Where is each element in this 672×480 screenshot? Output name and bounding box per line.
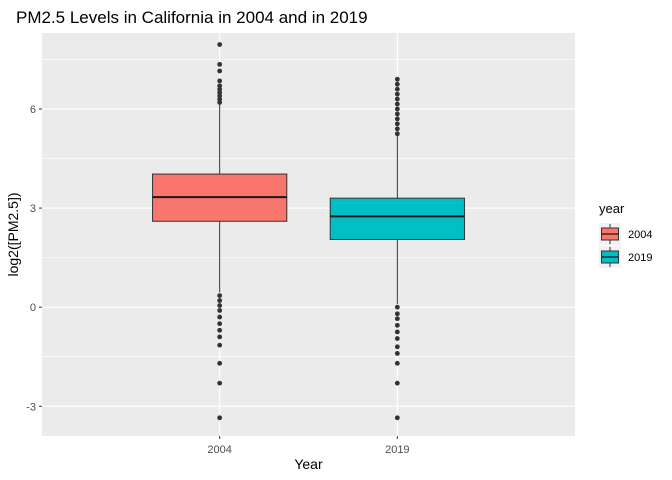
box-group <box>152 42 465 421</box>
outlier-point <box>217 96 223 102</box>
outlier-point <box>394 126 400 132</box>
y-tick-label: 0 <box>30 302 36 314</box>
outlier-point <box>217 380 223 386</box>
y-tick-label: 6 <box>30 104 36 116</box>
outlier-point <box>394 96 400 102</box>
outlier-point <box>217 327 223 333</box>
legend-label: 2019 <box>628 252 652 264</box>
y-axis: -3 0 3 6 <box>26 104 42 413</box>
outlier-point <box>217 298 223 303</box>
x-axis-title: Year <box>294 456 323 472</box>
legend-label: 2004 <box>628 229 652 241</box>
outlier-point <box>394 329 400 335</box>
y-tick-label: 3 <box>30 203 36 215</box>
x-axis: 2004 2019 <box>207 436 410 456</box>
box-series-2019 <box>329 76 465 421</box>
outlier-point <box>394 316 400 322</box>
outlier-point <box>217 303 223 308</box>
outlier-point <box>394 304 400 310</box>
y-axis-title: log2([PM2.5]) <box>5 192 21 276</box>
outlier-point <box>394 336 400 341</box>
outlier-point <box>217 308 223 313</box>
outlier-point <box>394 344 400 350</box>
outlier-point <box>394 91 400 97</box>
outlier-point <box>394 76 400 82</box>
legend: year 2004 2019 <box>599 201 652 268</box>
outlier-point <box>394 380 400 386</box>
outlier-point <box>217 360 223 366</box>
outlier-point <box>394 86 400 92</box>
y-tick-label: -3 <box>26 401 36 413</box>
outlier-point <box>217 61 223 67</box>
outlier-point <box>394 106 400 112</box>
outlier-point <box>217 68 223 74</box>
outlier-point <box>217 90 223 95</box>
outlier-point <box>217 86 223 92</box>
outlier-point <box>217 321 223 327</box>
outlier-point <box>394 131 400 137</box>
plot-panel <box>42 33 575 436</box>
outlier-point <box>394 322 400 328</box>
outlier-point <box>217 42 223 47</box>
outlier-point <box>217 78 223 84</box>
outlier-point <box>217 93 223 99</box>
outlier-point <box>217 293 223 299</box>
outlier-point <box>217 314 223 320</box>
outlier-point <box>394 415 400 421</box>
outlier-point <box>394 311 400 317</box>
x-tick-label: 2004 <box>207 444 231 456</box>
chart-title: PM2.5 Levels in California in 2004 and i… <box>16 8 368 27</box>
outlier-point <box>394 121 400 127</box>
box-series-2004 <box>152 42 288 421</box>
outlier-point <box>394 101 400 107</box>
outlier-point <box>394 360 400 366</box>
outlier-point <box>217 83 223 89</box>
outlier-point <box>394 81 400 87</box>
x-tick-label: 2019 <box>385 444 409 456</box>
outlier-point <box>217 334 223 340</box>
outlier-point <box>217 342 223 348</box>
outlier-point <box>394 351 400 356</box>
box-iqr <box>329 197 465 240</box>
outlier-point <box>217 415 223 421</box>
outlier-point <box>394 111 400 117</box>
outlier-point <box>217 99 223 105</box>
legend-title: year <box>599 201 625 216</box>
outlier-point <box>394 116 400 122</box>
